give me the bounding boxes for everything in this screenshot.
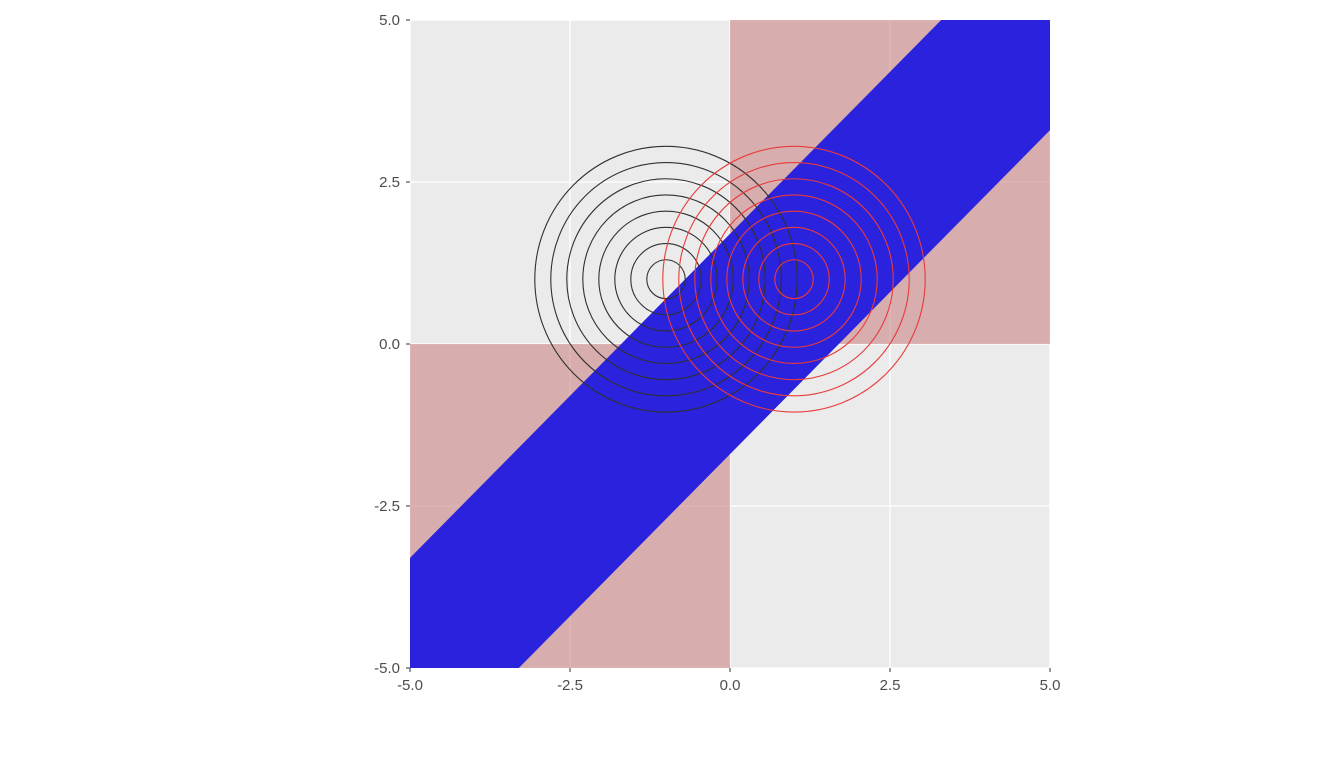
y-tick-label: -2.5 bbox=[374, 498, 400, 515]
plot-svg: -5.0 -2.5 0.0 2.5 5.0 -5.0 -2.5 0.0 2.5 5.0 bbox=[332, 0, 1072, 768]
y-tick-label: -5.0 bbox=[374, 660, 400, 677]
y-tick-label: 5.0 bbox=[379, 12, 400, 29]
chart-container: -5.0 -2.5 0.0 2.5 5.0 -5.0 -2.5 0.0 2.5 5.0 bbox=[332, 0, 1072, 768]
x-tick-label: 5.0 bbox=[1040, 677, 1061, 694]
x-tick-label: 2.5 bbox=[880, 677, 901, 694]
x-tick-label: -5.0 bbox=[397, 677, 423, 694]
y-tick-label: 2.5 bbox=[379, 174, 400, 191]
y-tick-label: 0.0 bbox=[379, 336, 400, 353]
x-tick-label: -2.5 bbox=[557, 677, 583, 694]
x-tick-label: 0.0 bbox=[720, 677, 741, 694]
